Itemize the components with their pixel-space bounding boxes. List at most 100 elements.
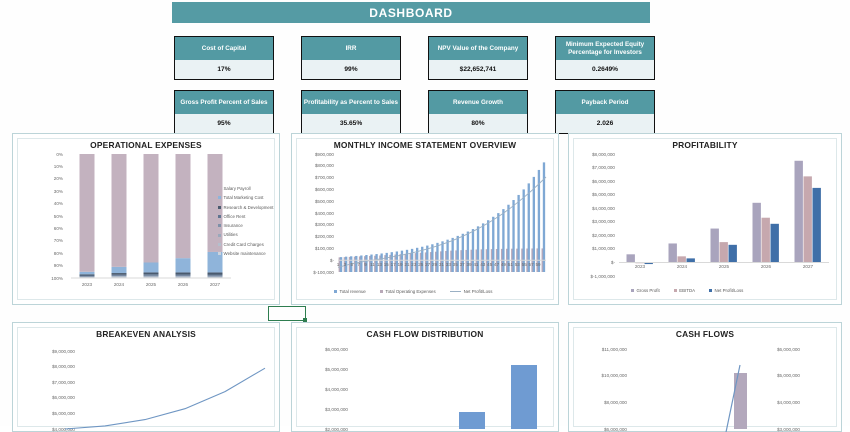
kpi-card-revenue-growth[interactable]: Revenue Growth 80% bbox=[428, 90, 528, 134]
legend-item[interactable]: Insurance bbox=[218, 221, 274, 230]
legend-item[interactable]: Website maintenance bbox=[218, 249, 274, 258]
legend-item[interactable]: Net Profit/Loss bbox=[709, 286, 743, 295]
y-tick-label: $-100,000 bbox=[313, 270, 334, 275]
kpi-value: 99% bbox=[302, 60, 400, 79]
y-tick-label: $-1,000,000 bbox=[590, 274, 615, 279]
page-title: DASHBOARD bbox=[369, 6, 452, 20]
y-tick-label: 10% bbox=[54, 164, 63, 169]
legend-color-swatch bbox=[709, 289, 712, 292]
kpi-card-min-equity-percentage[interactable]: Minimum Expected Equity Percentage for I… bbox=[555, 36, 655, 80]
chart-title: CASH FLOWS bbox=[569, 329, 841, 339]
y-tick-label: 20% bbox=[54, 176, 63, 181]
chart-panel-cash-flows[interactable]: CASH FLOWS $11,000,000 $10,000,000 $8,000,… bbox=[568, 322, 842, 432]
dashboard-title-banner: DASHBOARD bbox=[172, 2, 650, 23]
legend-label: Salary Payroll bbox=[224, 184, 251, 193]
y-tick-label: $2,000,000 bbox=[592, 233, 615, 238]
legend-label: Total Operating Expenses bbox=[385, 287, 435, 296]
legend-item[interactable]: Total revenue bbox=[334, 287, 366, 296]
kpi-label: IRR bbox=[302, 37, 400, 60]
legend-label: Credit Card Charges bbox=[224, 240, 264, 249]
kpi-card-cost-of-capital[interactable]: Cost of Capital 17% bbox=[174, 36, 274, 80]
y-tick-label: $- bbox=[611, 260, 615, 265]
kpi-card-gross-profit-percent[interactable]: Gross Profit Percent of Sales 95% bbox=[174, 90, 274, 134]
chart-legend[interactable]: Total revenue Total Operating Expenses Net… bbox=[334, 287, 492, 296]
y-tick-label: $900,000 bbox=[315, 152, 334, 157]
selected-cell-marker[interactable] bbox=[268, 306, 306, 321]
y-tick-label: $1,000,000 bbox=[592, 246, 615, 251]
y-tick-label: $10,000,000 bbox=[601, 373, 627, 378]
kpi-value: 35.65% bbox=[302, 114, 400, 133]
legend-item[interactable]: Salary Payroll bbox=[218, 184, 274, 193]
y-tick-label: $3,000,000 bbox=[777, 427, 800, 432]
kpi-label: Revenue Growth bbox=[429, 91, 527, 114]
legend-item[interactable]: Utilities bbox=[218, 230, 274, 239]
chart-title: CASH FLOW DISTRIBUTION bbox=[292, 329, 558, 339]
kpi-value: $22,652,741 bbox=[429, 60, 527, 79]
y-tick-label: $4,000,000 bbox=[592, 206, 615, 211]
y-tick-label: $3,000,000 bbox=[592, 219, 615, 224]
legend-label: Net Profit/Loss bbox=[464, 287, 493, 296]
kpi-label: Gross Profit Percent of Sales bbox=[175, 91, 273, 114]
legend-color-swatch bbox=[218, 196, 221, 199]
y-tick-label: $800,000 bbox=[315, 163, 334, 168]
y-tick-label: $600,000 bbox=[315, 187, 334, 192]
y-tick-label: $200,000 bbox=[315, 234, 334, 239]
kpi-value: 0.2649% bbox=[556, 60, 654, 79]
y-tick-label: 90% bbox=[54, 263, 63, 268]
chart-panel-profitability[interactable]: PROFITABILITY $8,000,000$7,000,000$6,000… bbox=[568, 133, 842, 305]
plot-area bbox=[627, 349, 777, 429]
kpi-card-payback-period[interactable]: Payback Period 2.026 bbox=[555, 90, 655, 134]
legend-color-swatch bbox=[218, 224, 221, 227]
x-tick-label: 2026 bbox=[745, 264, 787, 269]
legend-label: Net Profit/Loss bbox=[715, 286, 744, 295]
plot-area bbox=[65, 351, 265, 429]
legend-line-marker bbox=[450, 291, 461, 292]
kpi-label: Profitability as Percent to Sales bbox=[302, 91, 400, 114]
chart-title: PROFITABILITY bbox=[569, 140, 841, 150]
legend-color-swatch bbox=[380, 290, 383, 293]
legend-item[interactable]: Office Rent bbox=[218, 212, 274, 221]
chart-title: MONTHLY INCOME STATEMENT OVERVIEW bbox=[292, 140, 558, 150]
legend-color-swatch bbox=[218, 206, 221, 209]
kpi-value: 80% bbox=[429, 114, 527, 133]
legend-color-swatch bbox=[218, 187, 221, 190]
chart-panel-cash-flow-distribution[interactable]: CASH FLOW DISTRIBUTION $6,000,000$5,000,… bbox=[291, 322, 559, 432]
legend-item[interactable]: EBITDA bbox=[674, 286, 695, 295]
chart-legend[interactable]: Gross Profit EBITDA Net Profit/Loss bbox=[631, 286, 743, 295]
legend-item[interactable]: Credit Card Charges bbox=[218, 240, 274, 249]
y-tick-label: $11,000,000 bbox=[602, 347, 627, 352]
x-tick-label: 2027 bbox=[787, 264, 829, 269]
chart-panel-breakeven-analysis[interactable]: BREAKEVEN ANALYSIS $9,000,000$8,000,000$… bbox=[12, 322, 280, 432]
legend-label: Insurance bbox=[224, 221, 243, 230]
y-tick-label: $8,000,000 bbox=[592, 152, 615, 157]
x-tick-label: 2023 bbox=[71, 282, 103, 287]
legend-color-swatch bbox=[218, 234, 221, 237]
y-tick-label: $5,000,000 bbox=[592, 192, 615, 197]
legend-item[interactable]: Total Operating Expenses bbox=[380, 287, 436, 296]
legend-item[interactable]: Total Marketing Cost bbox=[218, 193, 274, 202]
legend-item[interactable]: Gross Profit bbox=[631, 286, 660, 295]
kpi-label: Cost of Capital bbox=[175, 37, 273, 60]
legend-color-swatch bbox=[218, 252, 221, 255]
x-tick-label: 2024 bbox=[103, 282, 135, 287]
chart-panel-monthly-income-statement[interactable]: MONTHLY INCOME STATEMENT OVERVIEW $900,0… bbox=[291, 133, 559, 305]
legend-item[interactable]: Research & Development bbox=[218, 203, 274, 212]
chart-panel-operational-expenses[interactable]: OPERATIONAL EXPENSES 0%10%20%30%40%50%60… bbox=[12, 133, 280, 305]
y-tick-label: $100,000 bbox=[315, 246, 334, 251]
legend-label: Total revenue bbox=[340, 287, 366, 296]
legend-label: EBITDA bbox=[679, 286, 695, 295]
y-tick-label: $8,000,000 bbox=[604, 400, 627, 405]
y-tick-label: $7,000,000 bbox=[592, 165, 615, 170]
legend-label: Research & Development bbox=[224, 203, 274, 212]
legend-item[interactable]: Net Profit/Loss bbox=[450, 287, 493, 296]
plot-area bbox=[342, 349, 550, 429]
kpi-card-npv-value[interactable]: NPV Value of the Company $22,652,741 bbox=[428, 36, 528, 80]
kpi-card-irr[interactable]: IRR 99% bbox=[301, 36, 401, 80]
y-tick-label: $4,000,000 bbox=[777, 400, 800, 405]
kpi-card-profitability-percent[interactable]: Profitability as Percent to Sales 35.65% bbox=[301, 90, 401, 134]
y-tick-label: $6,000,000 bbox=[604, 427, 627, 432]
x-tick-label: 2027 bbox=[199, 282, 231, 287]
legend-color-swatch bbox=[674, 289, 677, 292]
